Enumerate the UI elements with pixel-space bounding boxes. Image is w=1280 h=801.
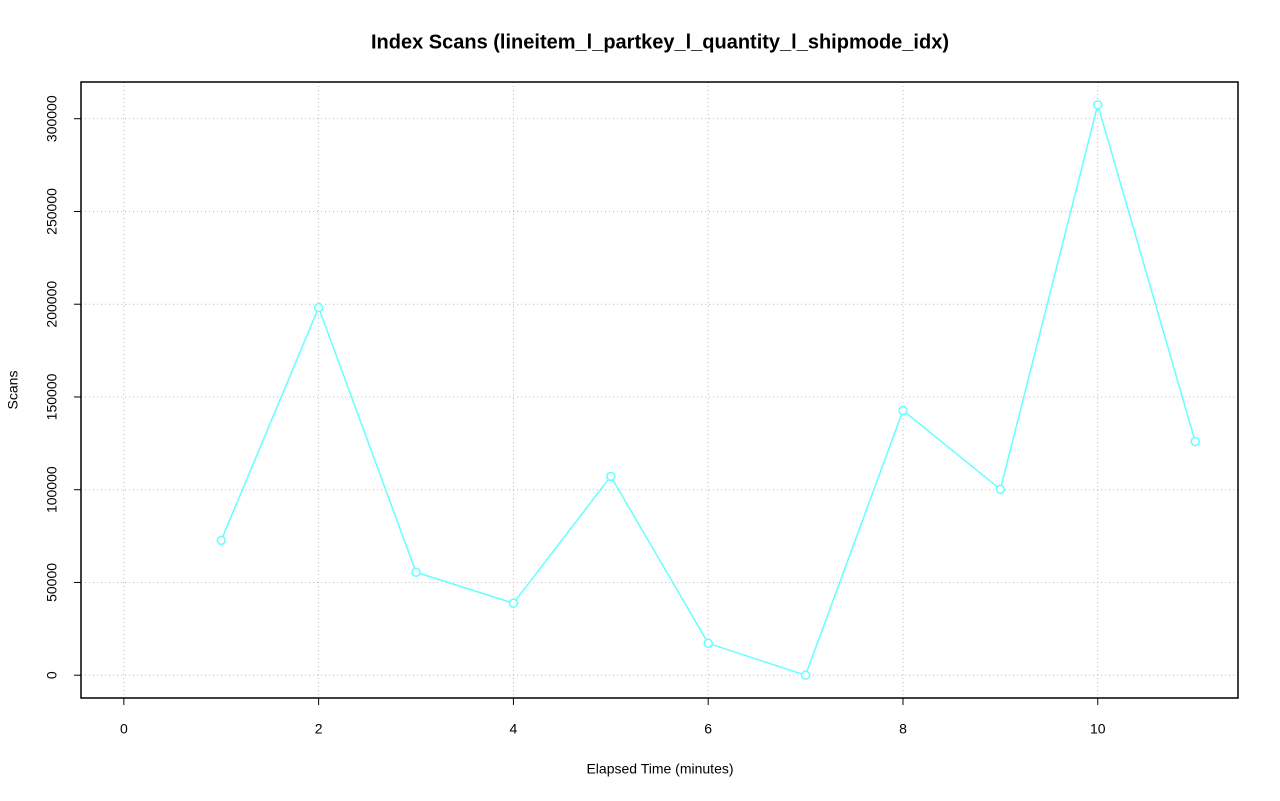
x-tick-label: 6 <box>704 721 712 737</box>
data-point <box>1190 436 1200 447</box>
y-axis-title: Scans <box>5 371 21 410</box>
data-point <box>898 405 908 416</box>
x-tick-label: 0 <box>120 721 128 737</box>
y-tick-label: 200000 <box>44 281 60 328</box>
data-point <box>800 670 811 680</box>
data-point <box>703 638 713 649</box>
x-axis-title: Elapsed Time (minutes) <box>586 761 733 777</box>
y-tick-label: 100000 <box>44 466 60 513</box>
y-tick-label: 250000 <box>44 188 60 235</box>
y-tick-label: 0 <box>44 671 60 679</box>
x-tick-label: 8 <box>899 721 907 737</box>
x-tick-label: 10 <box>1090 721 1106 737</box>
data-point <box>411 567 421 577</box>
data-point <box>606 471 616 482</box>
y-tick-label: 300000 <box>44 95 60 142</box>
y-tick-label: 150000 <box>44 373 60 420</box>
x-tick-label: 4 <box>510 721 518 737</box>
chart-title: Index Scans (lineitem_l_partkey_l_quanti… <box>371 31 949 53</box>
data-point <box>508 598 519 608</box>
data-point <box>995 484 1006 495</box>
y-tick-label: 50000 <box>44 563 60 602</box>
data-point <box>313 302 324 313</box>
plot-frame <box>80 81 1239 699</box>
data-point <box>1093 100 1103 110</box>
data-point <box>216 535 226 546</box>
x-tick-label: 2 <box>315 721 323 737</box>
